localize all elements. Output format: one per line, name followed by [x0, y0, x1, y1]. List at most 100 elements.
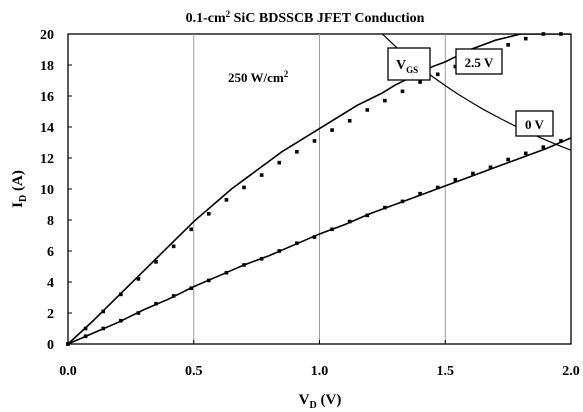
x-axis-label-unit: (V): [317, 392, 342, 408]
label-2-5v-frame: [455, 48, 503, 75]
y-tick-label-9: 18: [40, 59, 54, 74]
series-0-marker-26: [523, 36, 528, 41]
y-tick-labels: 0 2 4 6 8 10 12 14 16 18 20: [40, 28, 54, 353]
series-1-marker-17: [365, 213, 370, 218]
series-line-0: [68, 34, 571, 344]
y-tick-label-5: 10: [40, 183, 54, 198]
series-0-marker-27: [541, 32, 546, 36]
series-0-marker-20: [418, 80, 422, 84]
x-axis-label-sub: D: [310, 400, 317, 411]
label-2-5v-box: 2.5 V: [455, 48, 503, 75]
series-1-marker-9: [224, 270, 229, 275]
series-1-marker-14: [312, 235, 317, 239]
series-0-marker-12: [277, 160, 282, 165]
series-1-marker-10: [242, 263, 246, 267]
series-1-marker-25: [506, 157, 510, 162]
series-0-marker-17: [365, 108, 370, 112]
series-0-marker-15: [330, 128, 334, 132]
series-0-marker-7: [189, 227, 194, 232]
series-0-marker-18: [383, 98, 387, 103]
series-1-marker-24: [488, 165, 493, 170]
series-0-marker-25: [506, 43, 510, 47]
series-1-marker-13: [295, 241, 299, 246]
series-0-marker-28: [559, 32, 563, 36]
power-curve-label-main: 250 W/cm: [228, 70, 284, 85]
series-0-marker-10: [242, 185, 246, 190]
y-axis-label-sub: D: [18, 195, 29, 202]
vgs-box-text: VGS: [396, 58, 418, 75]
series-0-marker-4: [136, 277, 141, 281]
label-2-5v-text: 2.5 V: [465, 55, 494, 70]
series-0-marker-9: [224, 198, 229, 202]
series-1-marker-23: [471, 171, 475, 176]
series-1-marker-15: [330, 227, 334, 232]
series-0-marker-16: [347, 119, 352, 123]
series-0-marker-22: [453, 64, 458, 69]
series-1-marker-19: [400, 199, 405, 204]
label-0v-frame: [515, 110, 554, 137]
series-1-marker-27: [541, 145, 546, 149]
series-0-marker-11: [259, 173, 264, 177]
series-1-marker-4: [136, 311, 141, 315]
marker-group: [66, 32, 563, 346]
y-tick-label-7: 14: [40, 121, 54, 136]
x-axis-label-main: V: [299, 392, 310, 408]
y-tick-label-1: 2: [47, 307, 54, 322]
series-1-marker-26: [523, 151, 528, 156]
series-1-marker-11: [259, 256, 264, 261]
x-tick-label-3: 1.5: [437, 364, 455, 379]
y-tick-label-6: 12: [40, 152, 54, 167]
series-line-1: [68, 137, 571, 344]
series-1-marker-5: [154, 301, 158, 306]
x-tick-labels: 0.0 0.5 1.0 1.5 2.0: [59, 364, 580, 379]
y-tick-label-4: 8: [47, 214, 54, 229]
series-1-marker-21: [435, 185, 440, 190]
chart-title-rest: SiC BDSSCB JFET Conduction: [230, 11, 424, 26]
x-axis-label: VD (V): [299, 392, 342, 411]
series-1-marker-22: [453, 177, 458, 182]
series-1-marker-20: [418, 191, 422, 196]
series-1-marker-3: [119, 318, 123, 323]
series-1-marker-18: [383, 205, 387, 210]
y-tick-label-0: 0: [47, 338, 54, 353]
power-curve-label: 250 W/cm2: [228, 69, 289, 85]
series-0-marker-2: [101, 309, 106, 314]
power-curve-label-sup: 2: [284, 69, 289, 79]
series-1-marker-28: [559, 139, 563, 143]
y-tick-label-2: 4: [47, 276, 54, 291]
vgs-sub: GS: [406, 65, 418, 75]
series-1-marker-6: [171, 294, 176, 298]
y-axis-label: ID (A): [10, 170, 29, 208]
label-0v-box: 0 V: [515, 110, 554, 137]
vgs-legend-box: VGS: [387, 47, 431, 81]
y-tick-label-8: 16: [40, 90, 54, 105]
chart-title-sup: 2: [226, 9, 231, 19]
series-0-marker-13: [295, 150, 299, 154]
series-1-marker-0: [66, 342, 70, 346]
x-tick-label-4: 2.0: [562, 364, 580, 379]
series-0-marker-1: [83, 326, 88, 331]
y-tick-label-3: 6: [47, 245, 54, 260]
series-0-marker-6: [171, 244, 176, 249]
x-tick-label-0: 0.0: [59, 364, 77, 379]
series-1-marker-8: [207, 278, 211, 283]
x-tick-label-1: 0.5: [185, 364, 203, 379]
series-0-marker-14: [312, 139, 317, 143]
x-tick-label-2: 1.0: [311, 364, 329, 379]
series-1-marker-2: [101, 326, 106, 331]
series-1-marker-12: [277, 249, 282, 253]
series-0-marker-5: [154, 260, 158, 264]
series-0-marker-19: [400, 89, 405, 94]
series-0-marker-3: [119, 292, 123, 297]
y-tick-label-10: 20: [40, 28, 54, 43]
vgs-box-frame: [387, 47, 431, 81]
label-0v-text: 0 V: [525, 117, 545, 132]
vgs-main: V: [396, 58, 406, 73]
y-axis-label-main: I: [10, 202, 26, 208]
y-axis-label-unit: (A): [10, 170, 26, 195]
chart-title-main: 0.1-cm: [186, 11, 226, 26]
series-0-marker-8: [207, 212, 211, 216]
series-1-marker-16: [347, 219, 352, 224]
chart-title: 0.1-cm2 SiC BDSSCB JFET Conduction: [186, 9, 425, 26]
